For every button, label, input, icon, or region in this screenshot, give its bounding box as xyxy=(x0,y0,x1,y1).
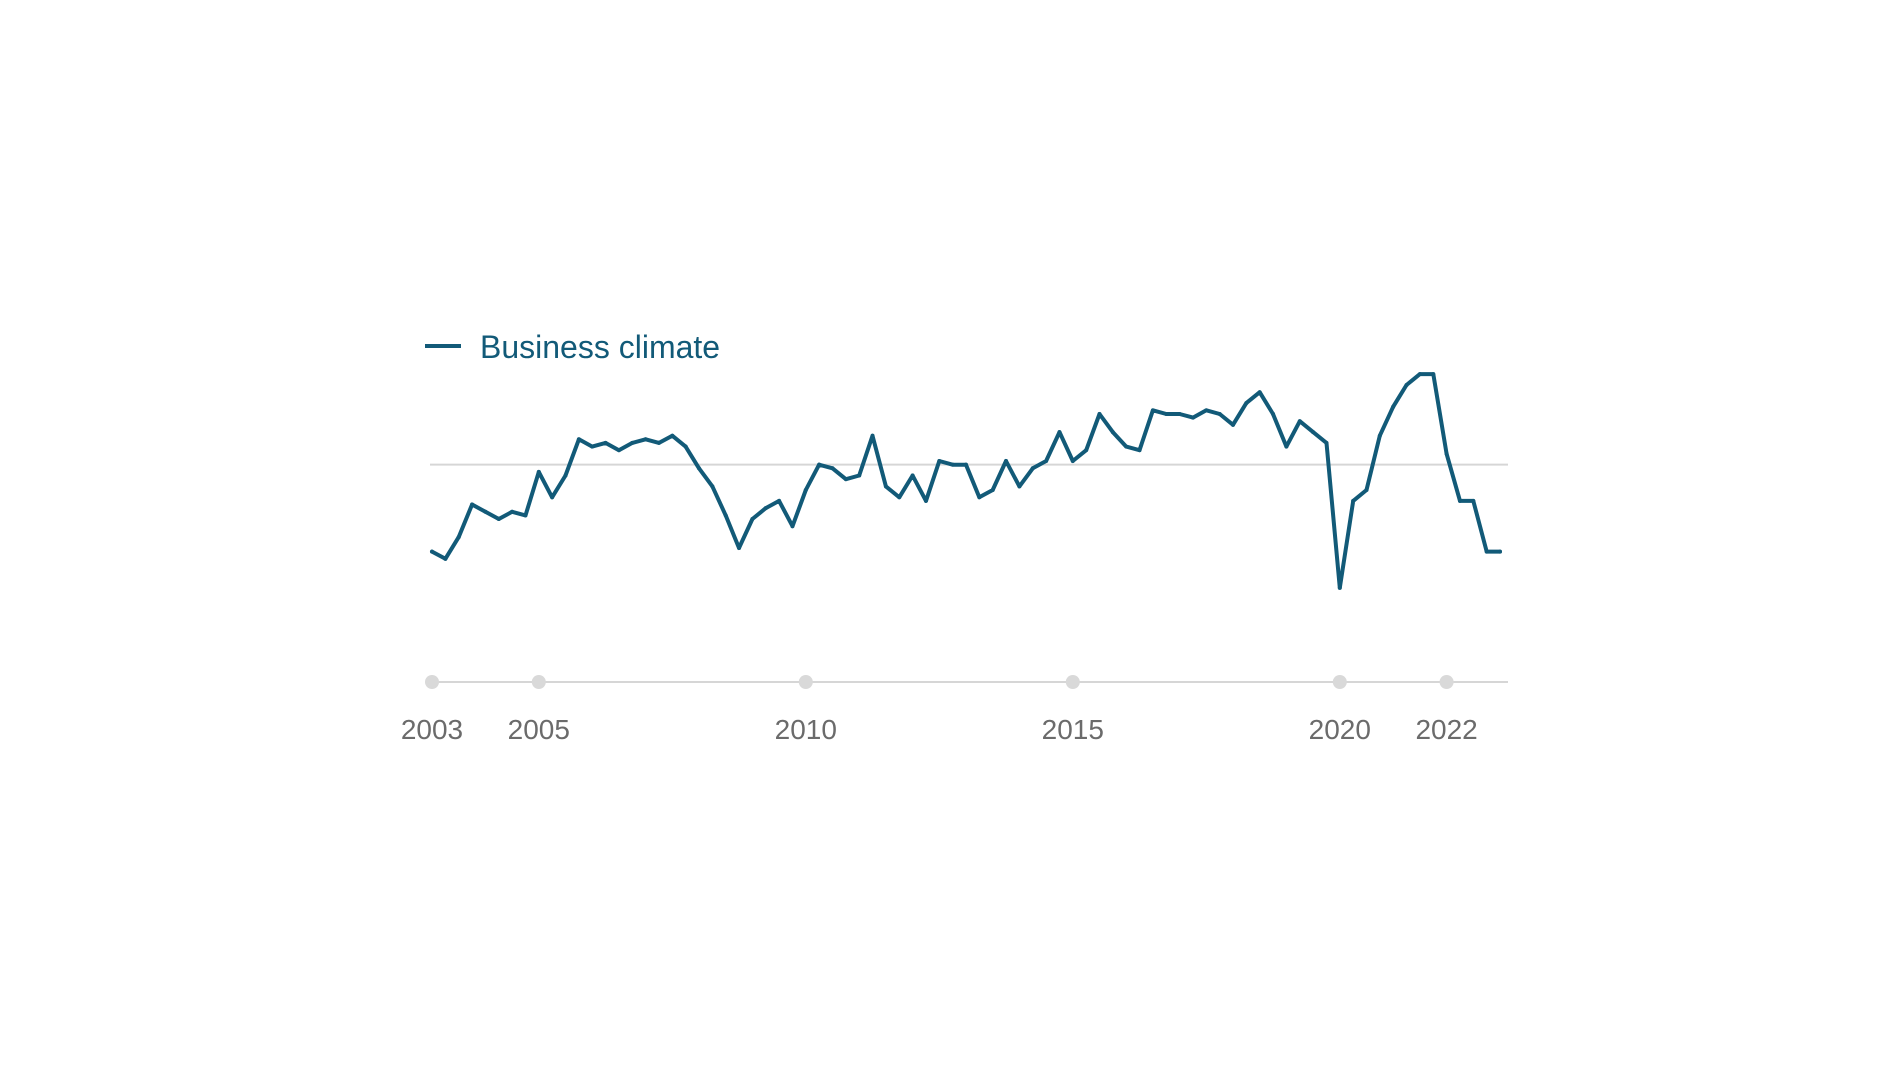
data-point xyxy=(1231,422,1235,427)
x-tick-dot-2015 xyxy=(1065,675,1080,689)
data-point xyxy=(750,517,755,521)
data-point xyxy=(817,462,822,467)
data-point xyxy=(1457,498,1462,503)
x-tick-label-2003: 2003 xyxy=(401,714,463,745)
data-point xyxy=(1177,411,1182,416)
data-point xyxy=(990,488,995,493)
data-point xyxy=(1404,382,1409,387)
x-axis-ticks: 2003 2005 2010 2015 2020 2022 xyxy=(401,675,1478,745)
data-point xyxy=(1364,488,1369,493)
data-point xyxy=(1164,411,1169,416)
data-point xyxy=(656,440,661,445)
data-point xyxy=(1150,408,1155,413)
data-point xyxy=(1124,444,1129,449)
data-point xyxy=(470,502,475,507)
data-point xyxy=(1271,411,1276,416)
data-point xyxy=(1110,430,1115,435)
data-point xyxy=(790,524,795,529)
data-point xyxy=(456,535,461,540)
x-tick-dot-2022 xyxy=(1439,675,1454,689)
data-point xyxy=(430,549,434,554)
data-point xyxy=(964,462,968,467)
data-point xyxy=(763,506,768,511)
data-point xyxy=(523,513,528,518)
data-point xyxy=(536,469,541,474)
data-point xyxy=(1471,498,1476,503)
data-point xyxy=(510,509,515,514)
data-point xyxy=(1017,484,1022,489)
x-tick-label-2015: 2015 xyxy=(1042,714,1104,745)
data-point xyxy=(670,433,675,438)
data-point xyxy=(1498,549,1502,554)
x-tick-label-2022: 2022 xyxy=(1415,714,1477,745)
data-point xyxy=(710,484,715,489)
data-point xyxy=(1377,433,1382,438)
data-point xyxy=(1084,448,1089,453)
data-point xyxy=(603,440,608,445)
data-point xyxy=(937,459,942,464)
data-point xyxy=(1257,390,1262,395)
x-tick-label-2005: 2005 xyxy=(508,714,570,745)
data-point xyxy=(1190,415,1195,420)
data-point xyxy=(843,477,848,482)
data-point xyxy=(1311,430,1316,435)
data-point xyxy=(483,509,488,514)
data-point xyxy=(443,556,448,561)
data-point xyxy=(1137,448,1142,453)
series-line-business-climate xyxy=(430,372,1502,590)
data-point xyxy=(1484,549,1489,554)
x-tick-dot-2020 xyxy=(1332,675,1347,689)
data-point xyxy=(737,545,742,550)
data-point xyxy=(1417,372,1422,377)
data-point xyxy=(883,484,888,489)
data-point xyxy=(1097,411,1102,416)
data-point xyxy=(496,517,501,521)
data-point xyxy=(723,513,728,518)
data-point xyxy=(1217,411,1222,416)
data-point xyxy=(1044,459,1049,464)
x-tick-dot-2005 xyxy=(531,675,546,689)
data-point xyxy=(550,495,555,500)
data-point xyxy=(1284,444,1289,449)
x-tick-dot-2010 xyxy=(798,675,813,689)
legend: Business climate xyxy=(425,329,720,365)
data-point xyxy=(576,437,581,442)
data-point xyxy=(643,437,648,442)
data-point xyxy=(683,444,688,449)
data-point xyxy=(1297,419,1302,424)
data-point xyxy=(1070,459,1075,464)
data-point xyxy=(616,448,621,453)
data-point xyxy=(830,466,835,471)
data-point xyxy=(630,440,635,445)
data-point xyxy=(777,498,782,503)
data-point xyxy=(870,433,875,438)
data-point xyxy=(1337,585,1342,590)
data-point xyxy=(923,498,928,503)
data-point xyxy=(1351,498,1356,503)
x-tick-dot-2003 xyxy=(425,675,439,689)
x-tick-label-2010: 2010 xyxy=(775,714,837,745)
data-point xyxy=(1391,404,1396,409)
data-point xyxy=(590,444,595,449)
data-point xyxy=(1244,401,1249,406)
data-point xyxy=(950,462,955,467)
data-point xyxy=(1030,466,1035,471)
data-point xyxy=(897,495,902,500)
data-point xyxy=(1444,451,1449,456)
data-point xyxy=(803,488,808,493)
legend-label-business-climate: Business climate xyxy=(480,329,720,365)
data-point xyxy=(563,473,568,478)
data-point xyxy=(1004,459,1009,464)
data-point xyxy=(1204,408,1209,413)
data-point xyxy=(1057,430,1062,435)
data-point xyxy=(910,473,915,478)
data-point xyxy=(1431,372,1436,377)
data-point xyxy=(697,466,701,471)
series-points xyxy=(430,372,1502,590)
data-point xyxy=(1324,440,1329,445)
data-point xyxy=(857,473,862,478)
x-tick-label-2020: 2020 xyxy=(1309,714,1371,745)
data-point xyxy=(977,495,982,500)
